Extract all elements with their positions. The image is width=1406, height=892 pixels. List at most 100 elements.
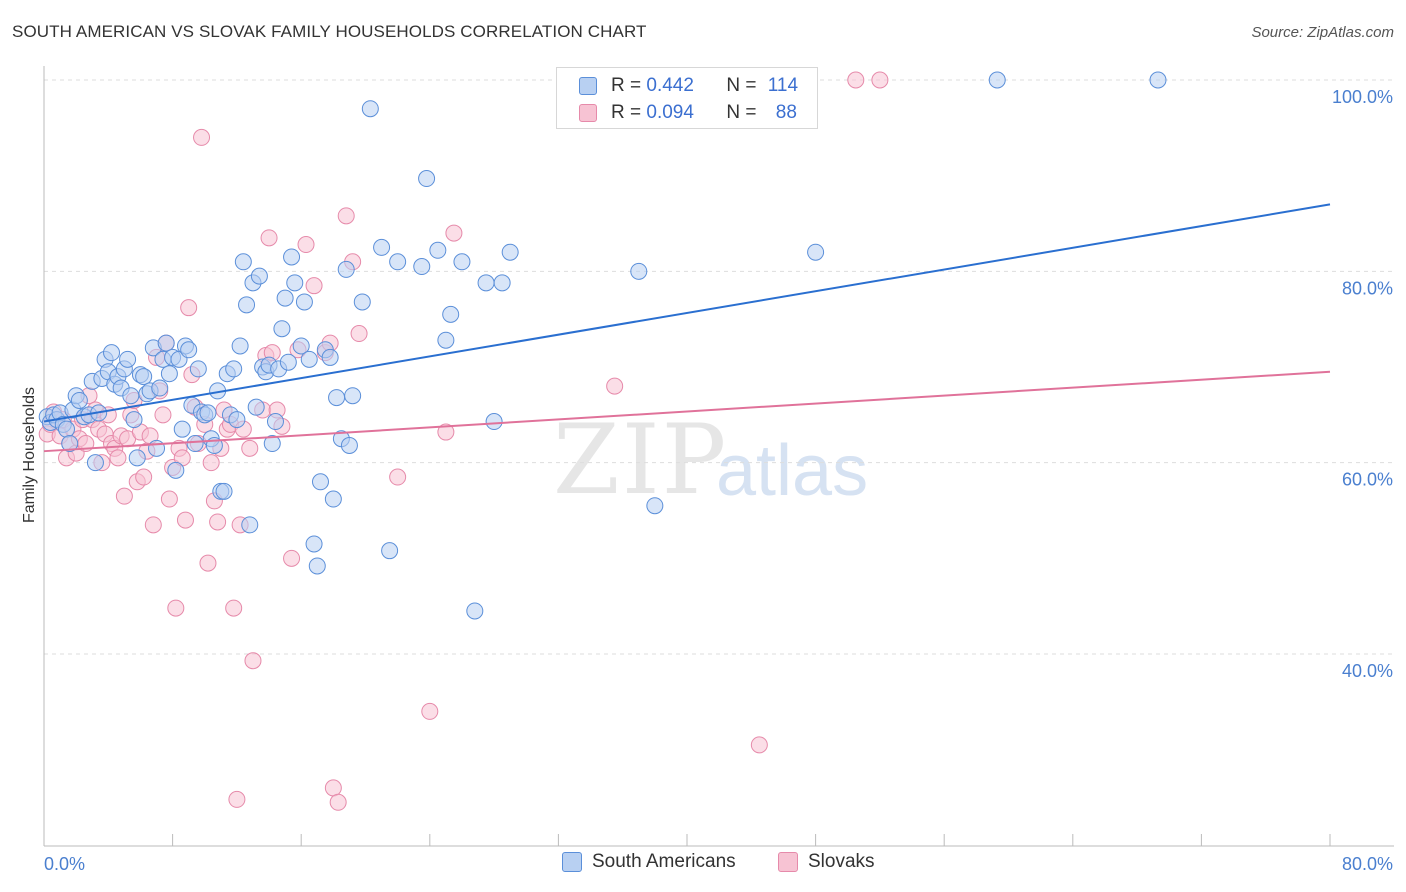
y-tick-label: 60.0% <box>1342 470 1393 490</box>
south-americans-point <box>231 337 249 355</box>
n-label: N = <box>726 75 762 96</box>
south-americans-point <box>437 331 455 349</box>
x-tick-label: 80.0% <box>1342 854 1393 874</box>
slovaks-points <box>38 71 889 811</box>
south-americans-point <box>241 516 259 534</box>
south-americans-point <box>646 497 664 515</box>
south-americans-point <box>442 305 460 323</box>
south-americans-point <box>453 253 471 271</box>
south-americans-point <box>225 360 243 378</box>
slovaks-point <box>847 71 865 89</box>
slovaks-point <box>329 793 347 811</box>
y-tick-label: 80.0% <box>1342 278 1393 298</box>
south-americans-point <box>353 293 371 311</box>
south-americans-point <box>286 274 304 292</box>
slovaks-point <box>199 554 217 572</box>
legend-row-south-americans: R = 0.442 N = 114 <box>579 73 798 99</box>
south-americans-point <box>344 387 362 405</box>
slovaks-point <box>209 513 227 531</box>
slovaks-point <box>109 449 127 467</box>
south-americans-point <box>180 341 198 359</box>
south-americans-point <box>151 379 169 397</box>
y-tick-label: 40.0% <box>1342 661 1393 681</box>
r-value: 0.442 <box>646 75 694 96</box>
south-americans-point <box>389 253 407 271</box>
south-americans-point <box>61 435 79 453</box>
south-americans-point <box>300 350 318 368</box>
south-americans-point <box>199 404 217 422</box>
south-americans-point <box>215 482 233 500</box>
south-americans-point <box>418 170 436 188</box>
south-americans-point <box>122 387 140 405</box>
y-tick-label: 100.0% <box>1332 87 1393 107</box>
south-americans-point <box>125 411 143 429</box>
south-americans-point <box>189 360 207 378</box>
slovaks-point <box>260 229 278 247</box>
south-americans-point <box>340 436 358 454</box>
south-americans-point <box>308 557 326 575</box>
r-label: R = <box>611 102 647 123</box>
r-value: 0.094 <box>646 102 694 123</box>
y-tick-labels: 40.0% 60.0% 80.0% 100.0% <box>1332 87 1393 681</box>
slovaks-point <box>871 71 889 89</box>
south-americans-point <box>485 413 503 431</box>
south-americans-point <box>238 296 256 314</box>
slovaks-point <box>241 439 259 457</box>
south-americans-point <box>1149 71 1167 89</box>
slovaks-trend-line <box>43 370 1331 453</box>
south-americans-point <box>135 368 153 386</box>
south-americans-point <box>292 337 310 355</box>
south-americans-point <box>167 461 185 479</box>
watermark-atlas: atlas <box>716 431 869 511</box>
south-americans-point <box>173 420 191 438</box>
legend-item-south-americans[interactable]: South Americans <box>562 851 736 873</box>
south-americans-point <box>279 353 297 371</box>
grid-lines <box>44 79 1394 655</box>
legend-item-slovaks[interactable]: Slovaks <box>778 851 875 873</box>
slovaks-point <box>750 736 768 754</box>
south-americans-point <box>273 320 291 338</box>
legend-swatch-pink <box>579 104 597 122</box>
south-americans-point <box>58 420 76 438</box>
slovaks-point <box>244 652 262 670</box>
south-americans-point <box>160 365 178 383</box>
south-americans-point <box>128 449 146 467</box>
n-value: 114 <box>767 75 799 96</box>
slovaks-point <box>115 487 133 505</box>
south-americans-point <box>361 100 379 118</box>
south-americans-point <box>234 253 252 271</box>
legend-label: South Americans <box>592 851 736 872</box>
south-americans-point <box>157 334 175 352</box>
slovaks-point <box>160 490 178 508</box>
n-value: 88 <box>775 102 797 123</box>
south-americans-point <box>103 344 121 362</box>
south-americans-point <box>988 71 1006 89</box>
south-americans-point <box>328 389 346 407</box>
slovaks-point <box>337 207 355 225</box>
south-americans-point <box>321 348 339 366</box>
south-americans-point <box>630 262 648 280</box>
x-tick-labels: 0.0% 80.0% <box>44 854 1393 874</box>
south-americans-point <box>70 391 88 409</box>
trend-lines <box>43 203 1331 453</box>
south-americans-point <box>295 293 313 311</box>
south-americans-point <box>228 411 246 429</box>
south-americans-point <box>263 435 281 453</box>
slovaks-point <box>606 377 624 395</box>
slovaks-point <box>225 599 243 617</box>
south-americans-point <box>186 435 204 453</box>
source-credit: Source: ZipAtlas.com <box>1251 24 1394 41</box>
south-americans-point <box>413 258 431 276</box>
x-tick-label: 0.0% <box>44 854 85 874</box>
slovaks-point <box>324 779 342 797</box>
slovaks-point <box>154 406 172 424</box>
slovaks-point <box>228 790 246 808</box>
watermark-zip: ZIP <box>553 404 729 516</box>
south-americans-point <box>148 439 166 457</box>
south-americans-point <box>311 473 329 491</box>
south-americans-point <box>276 289 294 307</box>
chart-title: SOUTH AMERICAN VS SLOVAK FAMILY HOUSEHOL… <box>12 22 647 41</box>
south-americans-point <box>119 350 137 368</box>
south-americans-point <box>477 274 495 292</box>
south-americans-point <box>381 542 399 560</box>
